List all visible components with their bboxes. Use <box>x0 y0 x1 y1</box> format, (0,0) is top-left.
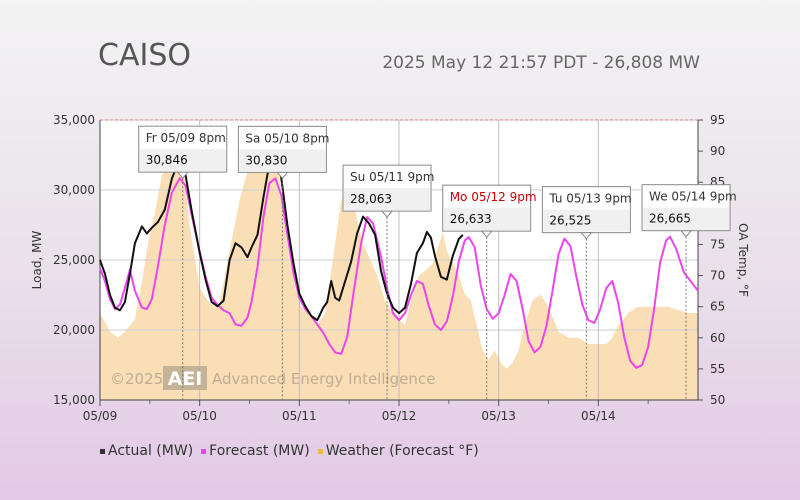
chart-subtitle: 2025 May 12 21:57 PDT - 26,808 MW <box>382 53 700 73</box>
x-tick-label: 05/13 <box>481 409 516 423</box>
callout-value-bg <box>239 149 326 172</box>
callout-pointer <box>480 230 493 238</box>
chart-title: CAISO <box>98 38 191 73</box>
y2-tick-label: 70 <box>710 269 725 283</box>
y2-tick-label: 95 <box>710 113 725 127</box>
legend-label: Actual (MW) <box>108 443 194 459</box>
y-axis-title: Load, MW <box>30 231 44 290</box>
callout-value: 30,830 <box>245 153 287 167</box>
y2-tick-label: 55 <box>710 362 725 376</box>
y-tick-label: 25,000 <box>53 253 95 267</box>
y2-tick-label: 65 <box>710 300 725 314</box>
y2-tick-label: 75 <box>710 237 725 251</box>
callout-value-bg <box>443 208 530 231</box>
callout-value: 26,633 <box>450 212 492 226</box>
callout-label: Sa 05/10 8pm <box>245 131 329 145</box>
callout-value: 26,525 <box>549 214 591 228</box>
y-tick-label: 35,000 <box>53 113 95 127</box>
peak-callout: Mo 05/12 9pm 26,633 <box>442 184 537 400</box>
legend-swatch <box>100 448 105 454</box>
peak-callout: Tu 05/13 9pm 26,525 <box>541 186 632 400</box>
y-tick-label: 20,000 <box>53 323 95 337</box>
callout-value-bg <box>643 207 730 230</box>
weather-area <box>100 132 698 400</box>
x-tick-label: 05/10 <box>182 409 217 423</box>
y2-tick-label: 50 <box>710 393 725 407</box>
x-tick-label: 05/09 <box>83 409 118 423</box>
watermark: ©2025 AEI Advanced Energy Intelligence <box>110 366 435 390</box>
watermark-company: Advanced Energy Intelligence <box>212 370 435 388</box>
callout-value: 28,063 <box>350 192 392 206</box>
watermark-logo-text: AEI <box>168 368 203 390</box>
callout-value-bg <box>344 188 431 211</box>
x-tick-label: 05/12 <box>382 409 417 423</box>
callout-label: We 05/14 9pm <box>649 190 737 204</box>
callout-label: Tu 05/13 9pm <box>548 192 631 206</box>
legend-item[interactable]: Actual (MW) <box>100 443 193 459</box>
callout-pointer <box>276 171 289 180</box>
legend-label: Weather (Forecast °F) <box>325 443 479 459</box>
y-tick-label: 30,000 <box>53 183 95 197</box>
callout-value: 30,846 <box>146 153 188 167</box>
callout-pointer <box>176 171 189 179</box>
callout-pointer <box>679 230 693 238</box>
legend-swatch <box>317 448 323 454</box>
watermark-year: ©2025 <box>110 370 163 388</box>
x-tick-label: 05/14 <box>581 409 616 423</box>
y2-tick-label: 90 <box>710 144 725 158</box>
callout-label: Fr 05/09 8pm <box>146 131 226 145</box>
y2-tick-label: 60 <box>710 331 725 345</box>
callout-value-bg <box>139 149 226 172</box>
peak-callout: Sa 05/10 8pm 30,830 <box>237 125 330 400</box>
callout-label: Mo 05/12 9pm <box>450 190 537 204</box>
x-tick-label: 05/11 <box>282 409 317 423</box>
callout-pointer <box>380 210 394 218</box>
legend-item[interactable]: Forecast (MW) <box>201 443 310 459</box>
callout-pointer <box>580 232 593 240</box>
actual-line <box>99 151 464 322</box>
chart-legend: Actual (MW) Forecast (MW) Weather (Forecas… <box>100 443 479 459</box>
legend-swatch <box>201 448 207 454</box>
watermark-logo-box <box>163 366 207 390</box>
peak-callout: We 05/14 9pm 26,665 <box>641 184 737 400</box>
y-tick-label: 15,000 <box>53 393 95 407</box>
peak-callout: Fr 05/09 8pm 30,846 <box>138 125 228 400</box>
callout-label: Su 05/11 9pm <box>350 170 434 184</box>
y2-axis-title: OA Temp, °F <box>736 223 750 297</box>
callout-value-bg <box>543 209 630 232</box>
peak-callout: Su 05/11 9pm 28,063 <box>342 164 434 400</box>
callout-value: 26,665 <box>649 212 691 226</box>
legend-item[interactable]: Weather (Forecast °F) <box>317 443 479 459</box>
legend-label: Forecast (MW) <box>209 443 310 459</box>
